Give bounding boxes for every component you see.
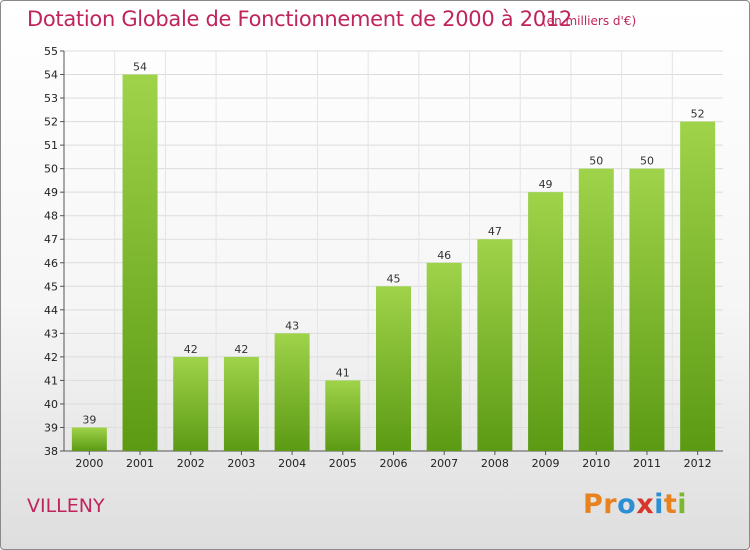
y-tick-label: 44 bbox=[44, 304, 58, 317]
data-label: 41 bbox=[336, 366, 350, 379]
y-tick-label: 45 bbox=[44, 280, 58, 293]
proxiti-logo: Proxiti bbox=[583, 489, 687, 520]
y-tick-label: 40 bbox=[44, 398, 58, 411]
x-tick-labels: 2000 2001 2002 2003 2004 2005 2006 2007 2008 2009… bbox=[75, 457, 711, 470]
bar bbox=[426, 262, 462, 451]
data-label: 52 bbox=[691, 108, 705, 121]
logo-letter: i bbox=[677, 489, 688, 520]
logo-letter: i bbox=[654, 489, 664, 520]
commune-name: VILLENY bbox=[27, 495, 105, 517]
data-label: 42 bbox=[234, 343, 248, 356]
data-label: 50 bbox=[640, 155, 654, 168]
bar bbox=[71, 427, 107, 451]
x-tick-label: 2008 bbox=[481, 457, 509, 470]
y-tick-label: 41 bbox=[44, 374, 58, 387]
x-tick-label: 2006 bbox=[380, 457, 408, 470]
y-tick-label: 50 bbox=[44, 163, 58, 176]
bar bbox=[325, 380, 361, 451]
y-tick-labels: 38 39 40 41 42 43 44 45 46 47 48 49 50 51 52 53 54 55 bbox=[44, 45, 58, 458]
y-tick-label: 53 bbox=[44, 92, 58, 105]
logo-letter: P bbox=[583, 489, 604, 520]
y-tick-label: 51 bbox=[44, 139, 58, 152]
data-label: 39 bbox=[82, 413, 96, 426]
y-tick-label: 47 bbox=[44, 233, 58, 246]
data-label: 47 bbox=[488, 225, 502, 238]
y-tick-label: 39 bbox=[44, 421, 58, 434]
data-label: 46 bbox=[437, 249, 451, 262]
bar bbox=[274, 333, 310, 451]
y-tick-label: 46 bbox=[44, 257, 58, 270]
bar bbox=[680, 121, 716, 452]
y-tick-label: 49 bbox=[44, 186, 58, 199]
x-tick-label: 2007 bbox=[430, 457, 458, 470]
bar bbox=[477, 239, 513, 451]
logo-letter: o bbox=[617, 489, 637, 520]
y-tick-label: 52 bbox=[44, 116, 58, 129]
y-tick-label: 48 bbox=[44, 210, 58, 223]
y-tick-label: 42 bbox=[44, 351, 58, 364]
x-tick-label: 2001 bbox=[126, 457, 154, 470]
bar bbox=[122, 74, 158, 451]
x-tick-label: 2009 bbox=[532, 457, 560, 470]
data-label: 49 bbox=[539, 178, 553, 191]
bars bbox=[71, 74, 716, 452]
y-tick-label: 55 bbox=[44, 45, 58, 58]
data-label: 43 bbox=[285, 319, 299, 332]
bar bbox=[173, 356, 209, 451]
data-label: 54 bbox=[133, 61, 147, 74]
data-label: 42 bbox=[184, 343, 198, 356]
x-tick-label: 2003 bbox=[227, 457, 255, 470]
chart-subtitle: (en milliers d'€) bbox=[542, 14, 637, 28]
logo-letter: x bbox=[636, 489, 655, 520]
bar bbox=[578, 168, 614, 451]
x-tick-label: 2012 bbox=[684, 457, 712, 470]
logo-letter: r bbox=[603, 489, 618, 520]
x-tick-label: 2005 bbox=[329, 457, 357, 470]
bar bbox=[223, 356, 259, 451]
x-tick-label: 2004 bbox=[278, 457, 306, 470]
bar bbox=[528, 192, 564, 452]
logo-letter: t bbox=[663, 489, 678, 520]
data-label: 50 bbox=[589, 155, 603, 168]
y-tick-label: 43 bbox=[44, 327, 58, 340]
y-tick-label: 38 bbox=[44, 445, 58, 458]
x-tick-label: 2000 bbox=[75, 457, 103, 470]
y-tick-label: 54 bbox=[44, 69, 58, 82]
chart-title: Dotation Globale de Fonctionnement de 20… bbox=[27, 7, 572, 31]
x-tick-label: 2010 bbox=[582, 457, 610, 470]
bar bbox=[629, 168, 665, 451]
bar bbox=[376, 286, 411, 451]
data-labels: 39 54 42 42 43 41 45 46 47 49 50 50 52 bbox=[82, 61, 704, 427]
x-tick-label: 2002 bbox=[177, 457, 205, 470]
x-tick-label: 2011 bbox=[633, 457, 661, 470]
data-label: 45 bbox=[387, 272, 401, 285]
